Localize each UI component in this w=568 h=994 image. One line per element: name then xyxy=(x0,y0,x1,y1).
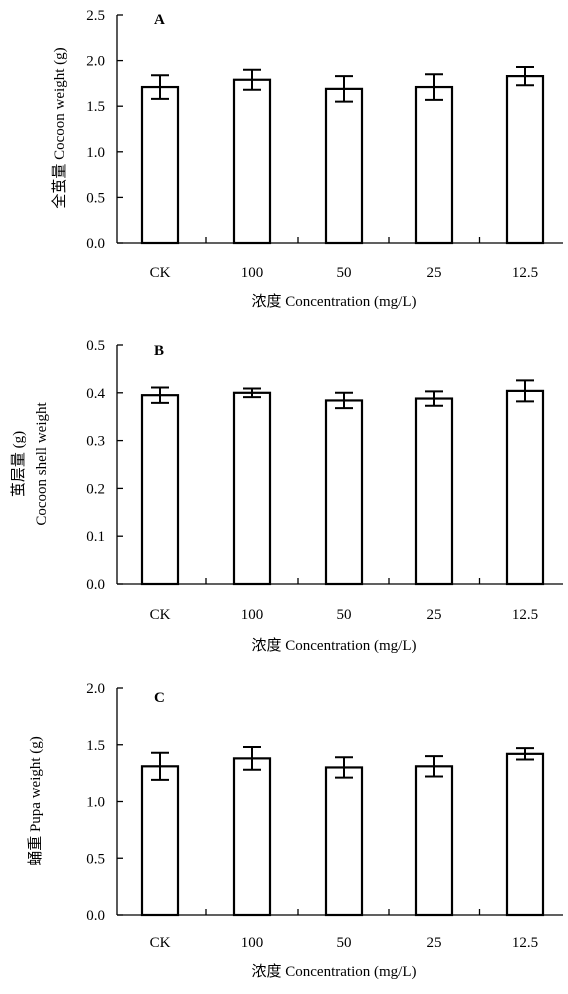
bar-a-3 xyxy=(414,85,454,245)
y-tick-label-b-2: 0.2 xyxy=(86,481,105,497)
y-tick-label-b-4: 0.4 xyxy=(86,386,105,402)
y-tick-label-a-5: 2.5 xyxy=(86,8,105,24)
x-tick-label-a-4: 12.5 xyxy=(512,265,538,281)
y-tick-label-b-0: 0.0 xyxy=(86,577,105,593)
y-tick-label-c-1: 0.5 xyxy=(86,851,105,867)
bar-c-0 xyxy=(140,765,180,917)
y-tick-label-c-3: 1.5 xyxy=(86,738,105,754)
bar-b-3 xyxy=(414,397,454,586)
y-tick-label-c-4: 2.0 xyxy=(86,681,105,697)
bar-c-3 xyxy=(414,765,454,917)
y-tick-label-a-3: 1.5 xyxy=(86,99,105,115)
y-tick-label-b-3: 0.3 xyxy=(86,434,105,450)
y-axis-title-b-line2: Cocoon shell weight xyxy=(34,402,50,526)
x-tick-label-b-0: CK xyxy=(150,607,171,623)
panel-b: B 茧层量 (g) Cocoon shell weight 浓度 Concent… xyxy=(10,338,563,654)
bar-c-1 xyxy=(232,757,272,917)
y-tick-label-c-2: 1.0 xyxy=(86,795,105,811)
x-tick-label-b-3: 25 xyxy=(427,607,442,623)
bar-a-2 xyxy=(324,87,364,245)
y-tick-label-a-1: 0.5 xyxy=(86,190,105,206)
y-axis-title-c: 蛹重 Pupa weight (g) xyxy=(27,736,44,866)
panel-a: A 全茧量 Cocoon weight (g) 浓度 Concentration… xyxy=(50,8,563,310)
bar-b-4 xyxy=(505,389,545,586)
y-tick-label-c-0: 0.0 xyxy=(86,908,105,924)
x-tick-label-c-3: 25 xyxy=(427,935,442,951)
x-tick-label-a-1: 100 xyxy=(241,265,264,281)
bar-a-1 xyxy=(232,78,272,245)
y-tick-label-a-0: 0.0 xyxy=(86,236,105,252)
panel-label-c: C xyxy=(154,690,165,706)
bar-b-1 xyxy=(232,391,272,586)
x-tick-label-b-2: 50 xyxy=(337,607,352,623)
y-tick-label-b-5: 0.5 xyxy=(86,338,105,354)
y-tick-label-a-2: 1.0 xyxy=(86,145,105,161)
y-axis-title-a: 全茧量 Cocoon weight (g) xyxy=(50,47,68,208)
x-axis-title-b: 浓度 Concentration (mg/L) xyxy=(252,637,417,654)
panel-label-b: B xyxy=(154,343,164,359)
bar-a-4 xyxy=(505,75,545,245)
x-tick-label-c-1: 100 xyxy=(241,935,264,951)
bar-c-2 xyxy=(324,766,364,917)
x-tick-label-c-4: 12.5 xyxy=(512,935,538,951)
y-tick-label-a-4: 2.0 xyxy=(86,54,105,70)
x-tick-label-b-1: 100 xyxy=(241,607,264,623)
bar-b-2 xyxy=(324,399,364,586)
bar-a-0 xyxy=(140,85,180,245)
x-tick-label-c-0: CK xyxy=(150,935,171,951)
bar-c-4 xyxy=(505,752,545,917)
x-tick-label-c-2: 50 xyxy=(337,935,352,951)
panel-label-a: A xyxy=(154,12,165,28)
x-axis-title-c: 浓度 Concentration (mg/L) xyxy=(252,963,417,980)
y-tick-label-b-1: 0.1 xyxy=(86,529,105,545)
panel-c: C 蛹重 Pupa weight (g) 浓度 Concentration (m… xyxy=(27,681,563,980)
y-axis-title-b-line1: 茧层量 (g) xyxy=(10,431,27,497)
x-axis-title-a: 浓度 Concentration (mg/L) xyxy=(252,293,417,310)
x-tick-label-a-0: CK xyxy=(150,265,171,281)
x-tick-label-a-3: 25 xyxy=(427,265,442,281)
bar-b-0 xyxy=(140,394,180,586)
x-tick-label-a-2: 50 xyxy=(337,265,352,281)
x-tick-label-b-4: 12.5 xyxy=(512,607,538,623)
